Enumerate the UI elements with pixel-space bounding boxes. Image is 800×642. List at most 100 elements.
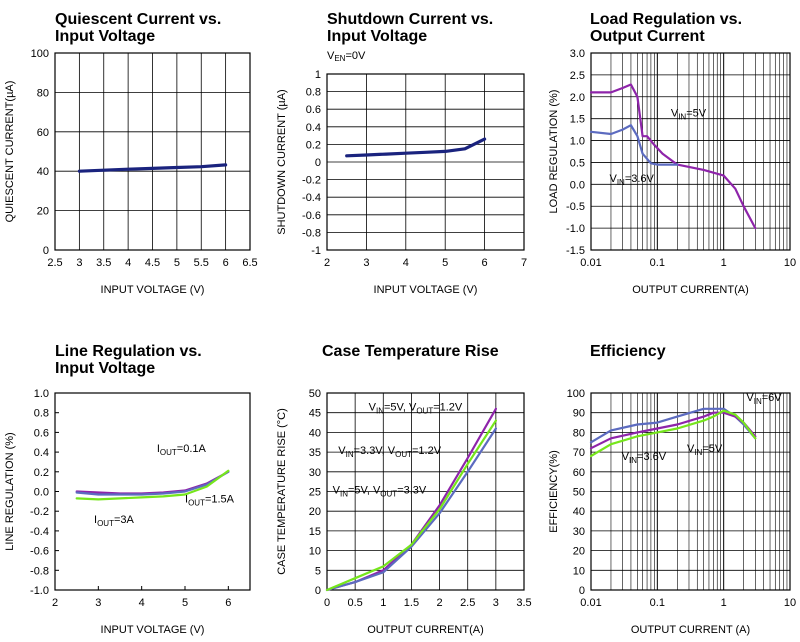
x-tick-label: 0.5 <box>347 597 362 609</box>
x-tick-label: 10 <box>784 597 796 609</box>
plot-frame <box>326 73 525 251</box>
x-axis-label: INPUT VOLTAGE (V) <box>101 284 205 296</box>
y-tick-label: 40 <box>573 506 585 518</box>
y-tick-label: 30 <box>573 526 585 538</box>
series-line-2 <box>325 427 497 592</box>
y-tick-label: 0 <box>315 157 321 169</box>
plot-frame <box>590 52 791 251</box>
y-tick-label: 40 <box>309 427 321 439</box>
x-tick-label: 6 <box>225 597 231 609</box>
chart-title: Case Temperature Rise <box>322 343 499 360</box>
y-axis-label: LINE REGULATION (%) <box>4 432 16 550</box>
x-tick-label: 3 <box>76 257 82 269</box>
grid <box>591 392 790 591</box>
y-tick-label: 100 <box>31 48 49 60</box>
x-tick-label: 4 <box>125 257 131 269</box>
y-tick-label: -0.5 <box>566 201 585 213</box>
x-tick-label: 3 <box>363 257 369 269</box>
y-tick-label: 0.2 <box>306 139 321 151</box>
plot-frame <box>54 52 251 251</box>
y-axis-label: EFFICIENCY(%) <box>548 450 560 533</box>
x-tick-label: 3.5 <box>516 597 531 609</box>
y-tick-label: 80 <box>573 427 585 439</box>
x-tick-label: 3.5 <box>96 257 111 269</box>
grid <box>326 73 525 251</box>
x-tick-label: 3 <box>493 597 499 609</box>
y-tick-label: 20 <box>37 206 49 218</box>
x-tick-label: 0 <box>324 597 330 609</box>
series-line-3 <box>75 469 230 501</box>
x-axis-label: OUTPUT CURRENT (A) <box>631 624 750 636</box>
x-tick-label: 1 <box>721 597 727 609</box>
annotation-label: VIN=6V <box>746 392 782 406</box>
y-tick-label: 1.0 <box>570 136 585 148</box>
y-tick-label: -0.2 <box>302 175 321 187</box>
chart-panel-4: Line Regulation vs. Input Voltage 2 3 4 5 6 -1.… <box>4 343 251 636</box>
y-tick-label: 2.0 <box>570 92 585 104</box>
y-tick-label: 10 <box>573 565 585 577</box>
series-line-3 <box>589 409 757 458</box>
y-tick-label: -0.6 <box>30 546 49 558</box>
grid <box>591 52 790 251</box>
x-tick-label: 5.5 <box>194 257 209 269</box>
y-tick-label: -0.6 <box>302 210 321 222</box>
chart-panel-5: Case Temperature Rise 0 0.5 1 1.5 2 2.5 3 3.5 0 5 1… <box>276 343 532 636</box>
y-tick-label: -1.0 <box>30 585 49 597</box>
x-tick-label: 1.5 <box>404 597 419 609</box>
y-tick-label: 10 <box>309 546 321 558</box>
y-tick-label: 5 <box>315 565 321 577</box>
chart-title: Shutdown Current vs. Input Voltage <box>327 11 493 45</box>
y-tick-label: 80 <box>37 87 49 99</box>
series-line-3 <box>325 419 497 592</box>
x-tick-label: 2 <box>324 257 330 269</box>
y-tick-label: 40 <box>37 166 49 178</box>
y-tick-label: 0 <box>315 585 321 597</box>
y-axis-label: CASE TEMPERATURE RISE (°C) <box>276 408 288 575</box>
y-tick-label: 0.0 <box>570 179 585 191</box>
y-tick-label: 90 <box>573 408 585 420</box>
chart-subtitle: VEN=0V <box>327 50 366 62</box>
annotation-label: VIN=5V, VOUT=1.2V <box>369 402 463 416</box>
x-axis-label: INPUT VOLTAGE (V) <box>101 624 205 636</box>
x-tick-label: 10 <box>784 257 796 269</box>
y-tick-label: 60 <box>37 127 49 139</box>
x-axis-label: INPUT VOLTAGE (V) <box>374 284 478 296</box>
y-tick-label: 0.0 <box>34 487 49 499</box>
y-tick-label: 1.0 <box>34 388 49 400</box>
y-axis-label: QUIESCENT CURRENT(µA) <box>4 81 16 223</box>
y-tick-label: 0.6 <box>306 104 321 116</box>
y-tick-label: -0.4 <box>30 526 49 538</box>
y-tick-label: 0.5 <box>570 157 585 169</box>
x-tick-label: 4 <box>139 597 145 609</box>
x-tick-label: 7 <box>521 257 527 269</box>
y-tick-label: -1 <box>311 245 321 257</box>
annotation-label: VIN=3.3V, VOUT=1.2V <box>338 445 441 459</box>
series-line-1 <box>589 83 757 230</box>
x-tick-label: 0.01 <box>580 257 601 269</box>
y-tick-label: -0.4 <box>302 192 321 204</box>
x-tick-label: 5 <box>174 257 180 269</box>
y-axis-label: LOAD REGULATION (%) <box>548 90 560 214</box>
y-tick-label: 30 <box>309 467 321 479</box>
y-tick-label: -0.8 <box>30 565 49 577</box>
x-tick-label: 4.5 <box>145 257 160 269</box>
y-tick-label: 0.4 <box>34 447 49 459</box>
x-axis-label: OUTPUT CURRENT(A) <box>632 284 749 296</box>
y-tick-label: 2.5 <box>570 70 585 82</box>
y-tick-label: 100 <box>567 388 585 400</box>
y-tick-label: 1 <box>315 69 321 81</box>
plot-frame <box>326 392 525 591</box>
y-tick-label: 0.6 <box>34 427 49 439</box>
series-line-1 <box>345 137 487 158</box>
chart-title: Quiescent Current vs. Input Voltage <box>55 11 221 45</box>
x-tick-label: 6.5 <box>242 257 257 269</box>
y-tick-label: 3.0 <box>570 48 585 60</box>
x-tick-label: 1 <box>721 257 727 269</box>
x-tick-label: 6 <box>223 257 229 269</box>
annotation-label: IOUT=0.1A <box>157 443 207 457</box>
annotation-label: VIN=5V <box>687 443 723 457</box>
y-tick-label: 70 <box>573 447 585 459</box>
y-tick-label: 50 <box>573 487 585 499</box>
x-tick-label: 2.5 <box>47 257 62 269</box>
